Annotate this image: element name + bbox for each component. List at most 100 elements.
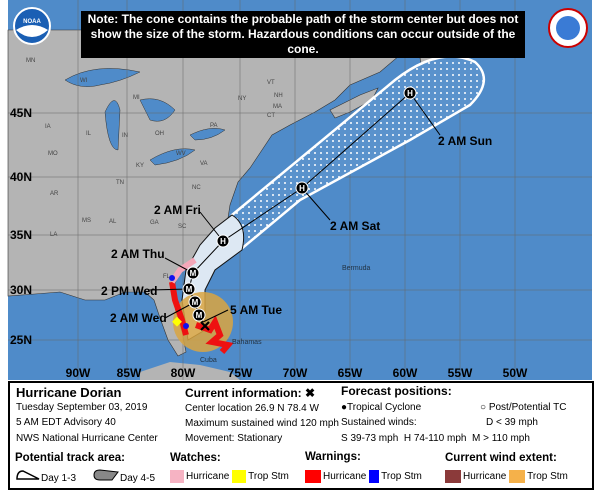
lat-labels: 45N 40N 35N 30N 25N — [10, 106, 32, 347]
state-label: CT — [267, 113, 275, 119]
state-label: WI — [80, 78, 88, 84]
day-4-5-cone-icon — [93, 469, 119, 481]
noaa-logo: NOAA — [13, 7, 51, 45]
lat-label: 45N — [10, 106, 32, 120]
lat-label: 35N — [10, 228, 32, 242]
state-label: VT — [267, 80, 275, 86]
storm-date: Tuesday September 03, 2019 — [16, 402, 148, 413]
storm-info-panel: Hurricane Dorian Tuesday September 03, 2… — [8, 381, 594, 453]
lon-label: 55W — [448, 366, 473, 380]
movement: Movement: Stationary — [185, 433, 283, 444]
max-wind: Maximum sustained wind 120 mph — [185, 418, 339, 429]
wind-extent-title: Current wind extent: — [445, 452, 557, 464]
state-label: NH — [274, 93, 283, 99]
lon-label: 85W — [117, 366, 142, 380]
tc-label: Tropical Cyclone — [347, 402, 422, 413]
state-label: IN — [122, 133, 128, 139]
label-2am-sat: 2 AM Sat — [330, 219, 380, 233]
ts-warning-marker — [183, 323, 189, 329]
state-label: MN — [26, 58, 35, 64]
hurricane-warning-swatch — [305, 470, 321, 483]
label-2am-sun: 2 AM Sun — [438, 134, 492, 148]
bermuda-label: Bermuda — [342, 265, 371, 272]
ts-warning-swatch — [369, 470, 380, 483]
hurricane-wind-swatch — [445, 470, 461, 483]
forecast-title: Forecast positions: — [341, 384, 452, 398]
state-labels: MN WI MI IA IL IN OH PA NY VT NH MA CT MO KY WV VA TN NC AR… — [26, 58, 283, 280]
label-2am-wed: 2 AM Wed — [110, 311, 167, 325]
legend-post-tc: ○ Post/Potential TC — [480, 402, 566, 413]
ts-watch-label: Trop Stm — [248, 471, 289, 483]
legend-panel: Potential track area: Day 1-3 Day 4-5 Wa… — [8, 450, 594, 490]
current-position-marker — [200, 321, 210, 331]
agency: NWS National Hurricane Center — [16, 433, 158, 444]
ts-wind-label: Trop Stm — [527, 471, 568, 483]
bahamas-label: Bahamas — [232, 339, 262, 346]
watches-title: Watches: — [170, 452, 221, 464]
forecast-point-intensity: H — [407, 89, 413, 98]
track-area-title: Potential track area: — [15, 452, 125, 464]
state-label: MI — [133, 95, 140, 101]
state-label: AL — [109, 219, 117, 225]
cone-day-4-5 — [230, 55, 485, 253]
ts-warning-label: Trop Stm — [381, 471, 422, 483]
state-label: SC — [178, 224, 187, 230]
d-category: D < 39 mph — [486, 417, 538, 428]
state-label: TN — [116, 180, 124, 186]
forecast-point — [186, 266, 200, 280]
warning-legend: Hurricane Trop Stm — [305, 470, 422, 483]
state-label: FL — [163, 274, 171, 280]
storm-name: Hurricane Dorian — [16, 385, 122, 400]
wind-legend: Hurricane Trop Stm — [445, 470, 568, 483]
open-circle-icon: ○ — [480, 402, 487, 413]
forecast-point — [192, 308, 206, 322]
warnings-title: Warnings: — [305, 451, 361, 463]
label-5am-tue: 5 AM Tue — [230, 303, 282, 317]
post-tc-label: Post/Potential TC — [488, 402, 567, 413]
state-label: GA — [150, 220, 159, 226]
grid-lines — [8, 0, 592, 380]
watch-legend: Hurricane Trop Stm — [170, 470, 289, 483]
state-label: AR — [50, 191, 59, 197]
forecast-point-intensity: M — [190, 269, 197, 278]
state-label: NY — [238, 96, 246, 102]
forecast-point — [182, 282, 196, 296]
state-label: MA — [273, 104, 282, 110]
label-2am-fri: 2 AM Fri — [154, 203, 201, 217]
forecast-point — [403, 86, 417, 100]
lat-label: 25N — [10, 333, 32, 347]
forecast-point-intensity: M — [196, 311, 203, 320]
hurricane-watch-label: Hurricane — [186, 471, 230, 483]
state-label: OH — [155, 131, 164, 137]
lon-label: 60W — [393, 366, 418, 380]
day-4-5-label: Day 4-5 — [120, 473, 156, 484]
hurricane-wind-label: Hurricane — [463, 471, 507, 483]
state-label: MS — [82, 218, 91, 224]
label-2pm-wed: 2 PM Wed — [101, 284, 157, 298]
hurricane-watch-swatch — [170, 470, 184, 483]
state-label: NC — [192, 185, 201, 191]
lon-label: 70W — [283, 366, 308, 380]
forecast-point — [188, 295, 202, 309]
lon-label: 90W — [66, 366, 91, 380]
forecast-point — [216, 234, 230, 248]
lon-label: 80W — [171, 366, 196, 380]
state-label: IA — [45, 124, 51, 130]
forecast-point-intensity: H — [220, 237, 226, 246]
state-label: LA — [50, 232, 57, 238]
current-info-title: Current information: ✖ — [185, 386, 316, 400]
land-cuba — [140, 362, 240, 380]
label-leaders — [147, 92, 441, 323]
filled-circle-icon: ● — [341, 402, 348, 413]
hurricane-warning-label: Hurricane — [323, 471, 367, 483]
state-label: WV — [176, 151, 186, 157]
cuba-label: Cuba — [200, 357, 217, 364]
lat-label: 40N — [10, 170, 32, 184]
lon-label: 75W — [228, 366, 253, 380]
state-label: KY — [136, 163, 144, 169]
svg-text:NOAA: NOAA — [23, 19, 41, 25]
legend-day-4-5: Day 4-5 — [92, 469, 155, 484]
advisory: 5 AM EDT Advisory 40 — [16, 417, 116, 428]
legend-tropical-cyclone: ●Tropical Cyclone — [341, 402, 421, 413]
